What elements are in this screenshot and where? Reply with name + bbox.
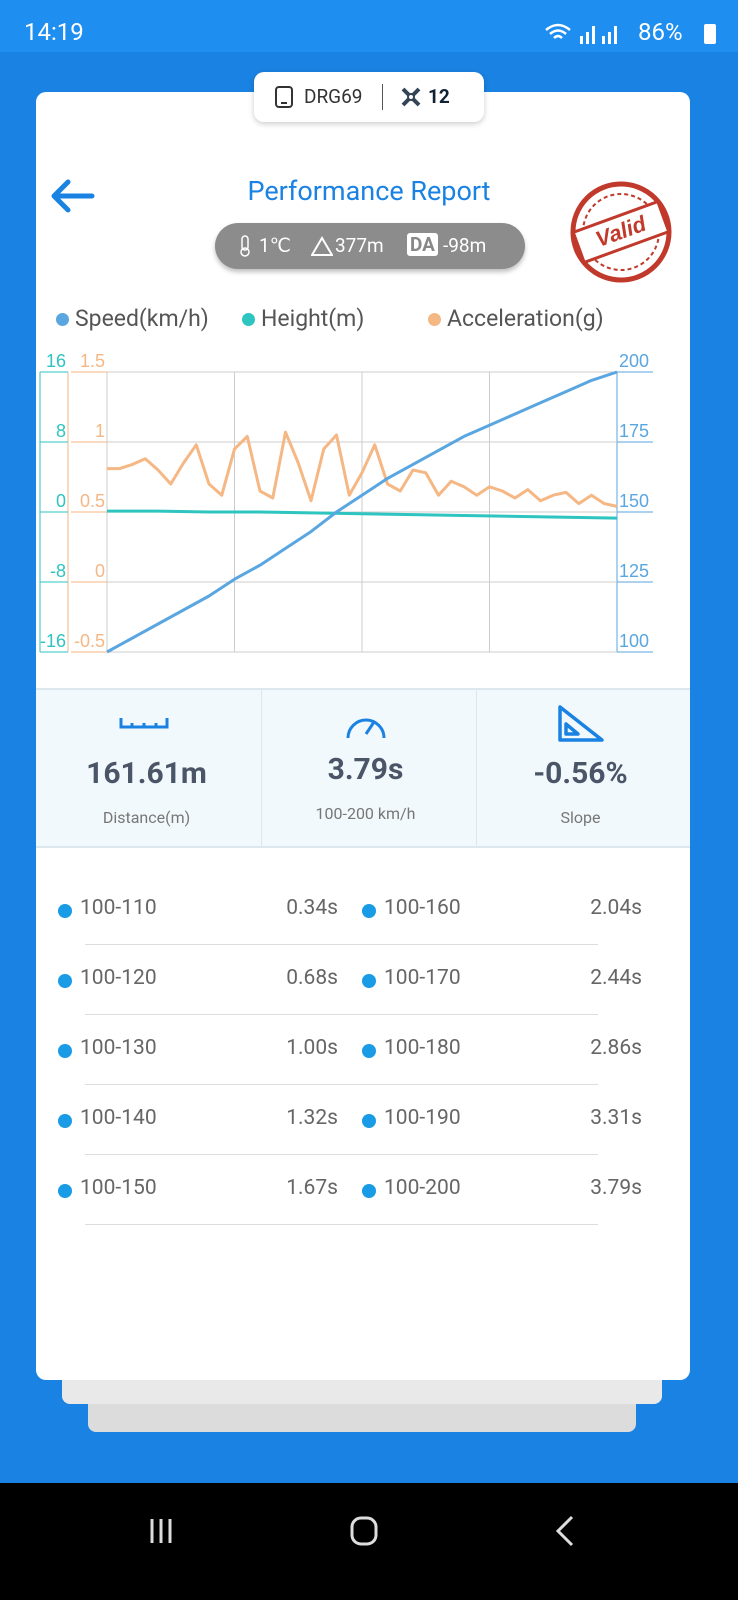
row-divider bbox=[85, 1014, 598, 1015]
legend-label: Height(m) bbox=[261, 305, 365, 332]
split-dot bbox=[58, 904, 72, 918]
series-line bbox=[106, 370, 618, 654]
stat-value: 161.61m bbox=[86, 756, 207, 791]
series-line bbox=[107, 509, 618, 520]
row-divider bbox=[85, 1084, 598, 1085]
legend-item[interactable]: Acceleration(g) bbox=[428, 305, 604, 332]
y-tick-label: 175 bbox=[619, 421, 649, 441]
gauge-icon bbox=[346, 718, 386, 739]
split-time: 3.79s bbox=[590, 1176, 642, 1200]
y-tick-label: 0 bbox=[56, 491, 66, 511]
y-tick-label: -16 bbox=[40, 631, 66, 651]
legend-item[interactable]: Speed(km/h) bbox=[56, 305, 209, 332]
back-button[interactable] bbox=[48, 178, 96, 214]
split-time: 1.00s bbox=[286, 1036, 338, 1060]
y-tick-label: 125 bbox=[619, 561, 649, 581]
split-dot bbox=[362, 974, 376, 988]
stats-panel: 161.61m Distance(m) 3.79s 100-200 km/h -… bbox=[36, 688, 690, 848]
y-tick-label: 16 bbox=[46, 351, 66, 371]
row-divider bbox=[85, 1224, 598, 1225]
split-dot bbox=[58, 1184, 72, 1198]
battery: 86% bbox=[638, 18, 683, 46]
temperature: 1℃ bbox=[259, 234, 292, 257]
split-time: 1.32s bbox=[286, 1106, 338, 1130]
stat-value: 3.79s bbox=[327, 752, 404, 787]
split-time: 0.34s bbox=[286, 896, 338, 920]
device-pill[interactable]: DRG69 12 bbox=[254, 72, 484, 122]
split-range: 100-150 bbox=[80, 1176, 157, 1200]
y-tick-label: 0.5 bbox=[80, 491, 105, 511]
thermometer-icon bbox=[240, 235, 250, 257]
battery-icon bbox=[704, 24, 716, 44]
density-altitude: -98m bbox=[443, 234, 487, 257]
split-dot bbox=[362, 904, 376, 918]
split-time: 2.44s bbox=[590, 966, 642, 990]
divider bbox=[382, 84, 383, 110]
split-range: 100-160 bbox=[384, 896, 461, 920]
split-dot bbox=[362, 1044, 376, 1058]
stat-label: Distance(m) bbox=[102, 808, 191, 827]
row-divider bbox=[85, 944, 598, 945]
satellite-count: 12 bbox=[428, 85, 450, 108]
y-tick-label: -8 bbox=[50, 561, 66, 581]
device-name: DRG69 bbox=[304, 85, 363, 108]
conditions-pill: 1℃ 377m DA -98m bbox=[215, 223, 525, 269]
split-range: 100-140 bbox=[80, 1106, 157, 1130]
split-time: 2.04s bbox=[590, 896, 642, 920]
stat-value: -0.56% bbox=[533, 756, 628, 791]
clock: 14:19 bbox=[24, 18, 84, 46]
nav-bar bbox=[0, 1483, 738, 1600]
ruler-icon bbox=[119, 718, 169, 729]
split-range: 100-110 bbox=[80, 896, 157, 920]
y-tick-label: 100 bbox=[619, 631, 649, 651]
row-divider bbox=[85, 1154, 598, 1155]
split-time: 3.31s bbox=[590, 1106, 642, 1130]
satellite-icon bbox=[401, 87, 421, 107]
legend-item[interactable]: Height(m) bbox=[242, 305, 364, 332]
split-range: 100-170 bbox=[384, 966, 461, 990]
legend-label: Speed(km/h) bbox=[75, 305, 209, 332]
split-dot bbox=[58, 974, 72, 988]
split-range: 100-130 bbox=[80, 1036, 157, 1060]
signal-icons bbox=[545, 23, 617, 44]
series-line bbox=[107, 430, 618, 508]
split-dot bbox=[58, 1114, 72, 1128]
altitude: 377m bbox=[335, 234, 384, 257]
split-range: 100-200 bbox=[384, 1176, 461, 1200]
y-tick-label: -0.5 bbox=[74, 631, 105, 651]
split-time: 2.86s bbox=[590, 1036, 642, 1060]
split-range: 100-190 bbox=[384, 1106, 461, 1130]
page-title: Performance Report bbox=[247, 175, 491, 207]
chart: -16 -8 0 8 16 -0.5 0 0.5 1 1.5 100 125 150 175 200 bbox=[39, 351, 653, 654]
split-dot bbox=[362, 1114, 376, 1128]
legend-dot bbox=[242, 313, 255, 327]
divider bbox=[476, 690, 477, 846]
legend-label: Acceleration(g) bbox=[447, 305, 604, 332]
y-tick-label: 150 bbox=[619, 491, 649, 511]
split-range: 100-180 bbox=[384, 1036, 461, 1060]
split-dot bbox=[362, 1184, 376, 1198]
split-time: 0.68s bbox=[286, 966, 338, 990]
slope-icon bbox=[558, 705, 604, 742]
split-time: 1.67s bbox=[286, 1176, 338, 1200]
legend-dot bbox=[428, 313, 441, 327]
mountain-icon bbox=[311, 236, 333, 256]
da-badge: DA bbox=[407, 233, 438, 256]
divider bbox=[261, 690, 262, 846]
status-bar: 14:19 86% bbox=[0, 0, 738, 52]
stat-label: 100-200 km/h bbox=[315, 804, 416, 823]
y-tick-label: 0 bbox=[95, 561, 105, 581]
y-tick-label: 1 bbox=[95, 421, 105, 441]
y-tick-label: 1.5 bbox=[80, 351, 105, 371]
nav-buttons[interactable] bbox=[140, 1511, 600, 1551]
stat-label: Slope bbox=[560, 808, 601, 827]
y-tick-label: 200 bbox=[619, 351, 649, 371]
y-tick-label: 8 bbox=[56, 421, 66, 441]
split-range: 100-120 bbox=[80, 966, 157, 990]
valid-stamp: Valid bbox=[570, 181, 672, 283]
legend-dot bbox=[56, 313, 69, 327]
split-dot bbox=[58, 1044, 72, 1058]
device-icon bbox=[275, 86, 293, 108]
